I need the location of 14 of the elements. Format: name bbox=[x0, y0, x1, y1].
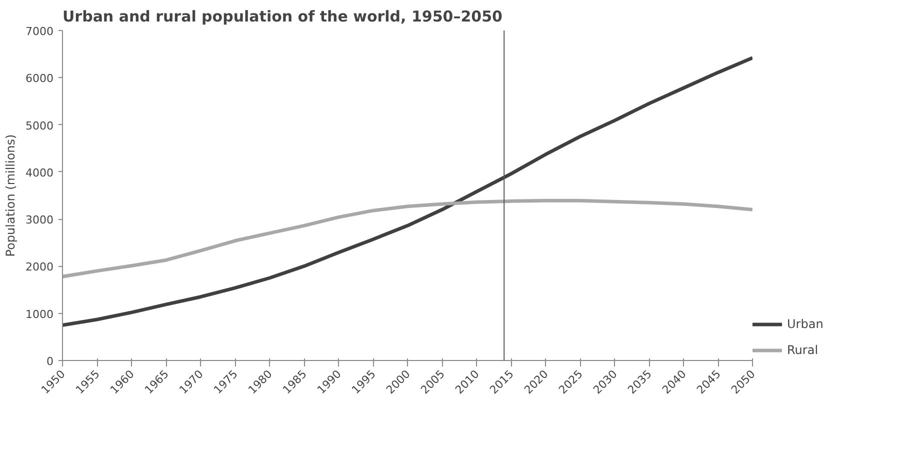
y-axis-title: Population (millions) bbox=[4, 134, 18, 257]
y-tick-label: 6000 bbox=[26, 72, 54, 86]
y-tick-label: 5000 bbox=[26, 119, 54, 132]
line-series bbox=[62, 56, 752, 327]
y-tick-label: 0 bbox=[46, 355, 54, 368]
chart-title: Urban and rural population of the world, 1950–2050 bbox=[62, 8, 502, 26]
y-tick-label: 2000 bbox=[26, 260, 54, 274]
y-tick-label: 4000 bbox=[26, 166, 54, 180]
y-tick-label: 1000 bbox=[26, 308, 54, 321]
legend-label: Rural bbox=[787, 343, 818, 357]
y-tick-label: 7000 bbox=[26, 25, 54, 38]
legend-label: Urban bbox=[787, 317, 824, 331]
y-tick-label: 3000 bbox=[26, 214, 54, 227]
line-series bbox=[62, 198, 752, 278]
